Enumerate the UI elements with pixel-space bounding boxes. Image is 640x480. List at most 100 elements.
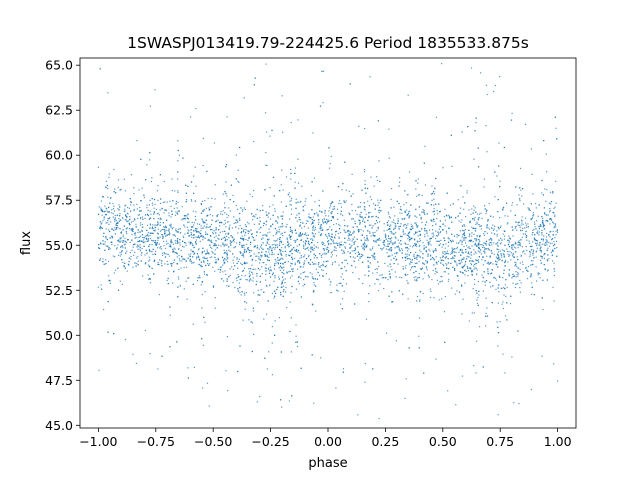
data-point	[425, 249, 427, 252]
data-point	[550, 219, 553, 221]
data-point	[269, 266, 271, 268]
data-point	[512, 253, 514, 255]
data-point	[504, 288, 506, 290]
data-point	[449, 239, 452, 242]
data-point	[222, 264, 224, 266]
data-point	[210, 239, 212, 241]
data-point	[226, 254, 229, 256]
data-point	[109, 202, 111, 204]
data-point	[239, 219, 241, 221]
data-point	[260, 244, 263, 246]
data-point	[418, 255, 420, 257]
data-point	[314, 255, 317, 257]
data-point	[491, 244, 493, 246]
data-point	[273, 253, 275, 255]
data-point	[294, 172, 296, 174]
data-point	[303, 233, 305, 236]
data-point	[406, 214, 408, 216]
data-point	[294, 187, 296, 189]
data-point	[209, 213, 211, 216]
data-point	[450, 216, 452, 218]
data-point	[477, 218, 479, 220]
data-point	[518, 221, 520, 223]
data-point	[154, 253, 157, 255]
data-point	[165, 227, 167, 229]
data-point	[286, 272, 288, 274]
data-point	[551, 238, 554, 240]
data-point	[500, 287, 502, 289]
data-point	[482, 280, 484, 282]
data-point	[321, 211, 323, 213]
data-point	[152, 228, 154, 230]
data-point	[256, 247, 258, 249]
data-point	[178, 258, 181, 260]
data-point	[250, 255, 252, 257]
data-point	[367, 256, 369, 258]
data-point	[381, 249, 383, 251]
data-point	[349, 213, 351, 215]
data-point	[450, 204, 452, 206]
data-point	[391, 249, 393, 251]
data-point	[393, 257, 395, 259]
data-point	[97, 213, 100, 215]
data-point	[462, 298, 464, 300]
data-point	[341, 267, 343, 269]
data-point	[312, 132, 314, 134]
data-point	[182, 240, 184, 242]
data-point	[405, 257, 407, 259]
data-point	[440, 262, 442, 264]
data-point	[456, 263, 458, 265]
data-point	[191, 226, 193, 228]
data-point	[305, 248, 307, 250]
data-point	[239, 251, 241, 253]
data-point	[353, 260, 355, 262]
data-point	[349, 83, 351, 85]
data-point	[448, 268, 450, 270]
data-point	[327, 215, 330, 217]
data-point	[491, 269, 493, 271]
data-point	[146, 240, 148, 242]
data-point	[478, 242, 480, 244]
data-point	[234, 265, 236, 267]
data-point	[265, 234, 267, 236]
data-point	[515, 276, 517, 278]
data-point	[290, 122, 292, 124]
data-point	[119, 241, 121, 243]
data-point	[377, 261, 379, 263]
data-point	[433, 193, 435, 195]
data-point	[514, 286, 517, 289]
data-point	[366, 237, 368, 239]
data-point	[229, 250, 231, 252]
data-point	[246, 200, 248, 202]
data-point	[348, 212, 350, 214]
data-point	[495, 256, 497, 258]
data-point	[337, 290, 339, 292]
data-point	[157, 228, 159, 230]
data-point	[472, 218, 474, 220]
data-point	[275, 220, 277, 222]
data-point	[177, 201, 179, 203]
data-point	[533, 221, 536, 223]
data-point	[248, 237, 250, 239]
data-point	[302, 206, 304, 208]
data-point	[508, 240, 510, 242]
data-point	[360, 239, 362, 241]
data-point	[115, 224, 117, 226]
data-point	[480, 244, 482, 246]
data-point	[295, 341, 297, 343]
data-point	[502, 209, 504, 211]
data-point	[156, 237, 159, 239]
data-point	[388, 128, 390, 130]
data-point	[318, 221, 320, 223]
data-point	[553, 270, 556, 272]
data-point	[99, 228, 101, 230]
data-point	[244, 248, 246, 251]
data-point	[288, 254, 290, 256]
data-point	[555, 180, 557, 182]
data-point	[268, 228, 270, 230]
data-point	[137, 240, 139, 243]
data-point	[259, 227, 261, 229]
data-point	[541, 243, 543, 245]
data-point	[364, 362, 366, 365]
data-point	[415, 279, 417, 282]
